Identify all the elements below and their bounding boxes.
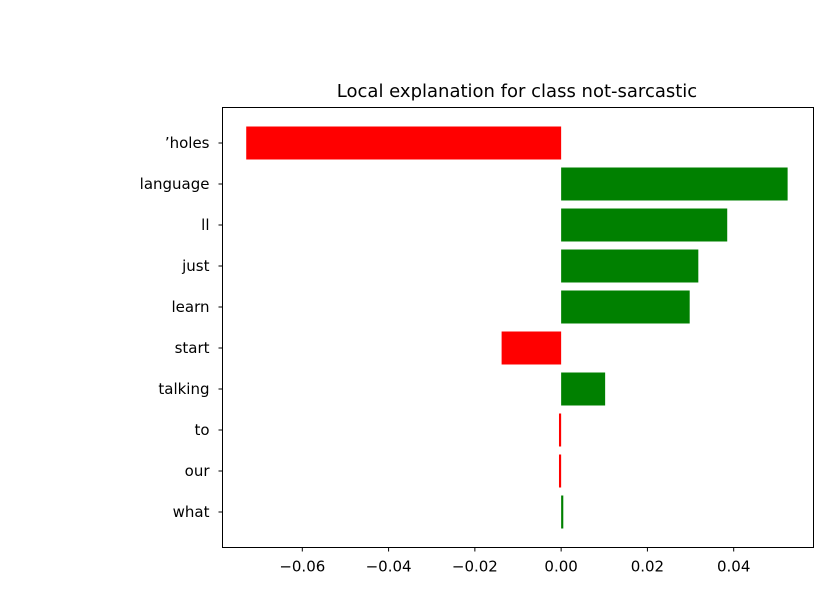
y-axis-ticks: ’holes language ll just learn start talking to o…: [140, 134, 223, 521]
y-tick-label-3: just: [181, 257, 209, 275]
bar-9: [561, 495, 564, 529]
y-tick-label-9: what: [173, 503, 210, 521]
bar-4: [561, 290, 690, 324]
bar-3: [561, 249, 699, 283]
bar-2: [561, 208, 728, 242]
y-tick-label-7: to: [194, 421, 209, 439]
chart-title: Local explanation for class not-sarcasti…: [337, 81, 697, 102]
bar-0: [246, 126, 562, 160]
bar-5: [501, 331, 562, 365]
bar-7: [558, 413, 562, 447]
x-tick-label-3: 0.00: [544, 558, 577, 576]
x-tick-label-4: 0.02: [631, 558, 664, 576]
x-tick-label-5: 0.04: [717, 558, 750, 576]
y-tick-label-4: learn: [172, 298, 210, 316]
x-axis-ticks: −0.06 −0.04 −0.02 0.00 0.02 0.04: [279, 547, 750, 576]
bar-8: [558, 454, 562, 488]
y-tick-label-1: language: [140, 175, 210, 193]
y-tick-label-5: start: [175, 339, 210, 357]
y-tick-label-2: ll: [201, 216, 209, 234]
y-tick-label-8: our: [185, 462, 211, 480]
x-tick-label-2: −0.02: [452, 558, 498, 576]
plot-frame: [222, 107, 814, 548]
bars-group: [246, 126, 788, 529]
bar-6: [561, 372, 606, 406]
bar-1: [561, 167, 788, 201]
y-tick-label-0: ’holes: [165, 134, 210, 152]
x-tick-label-0: −0.06: [279, 558, 325, 576]
x-tick-label-1: −0.04: [366, 558, 412, 576]
y-tick-label-6: talking: [158, 380, 209, 398]
